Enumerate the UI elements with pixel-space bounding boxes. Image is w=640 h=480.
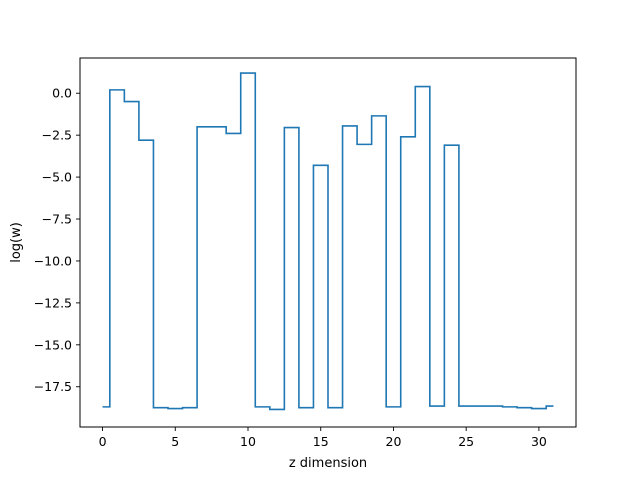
- y-tick-label: −7.5: [42, 212, 72, 227]
- y-tick-label: −15.0: [34, 337, 72, 352]
- x-tick-label: 25: [458, 434, 474, 449]
- x-axis: 0 5 10 15 20 25 30: [99, 427, 547, 449]
- y-tick-label: −12.5: [34, 295, 72, 310]
- x-tick-label: 10: [240, 434, 256, 449]
- plot-area: [102, 72, 554, 411]
- y-tick-label: 0.0: [52, 86, 72, 101]
- axes-frame: [79, 57, 577, 428]
- y-axis-label: log(w): [9, 222, 24, 263]
- x-tick-label: 20: [386, 434, 402, 449]
- x-tick-label: 5: [171, 434, 179, 449]
- y-tick-label: −10.0: [34, 253, 72, 268]
- series-line-0: [102, 72, 554, 411]
- x-tick-label: 15: [313, 434, 329, 449]
- x-axis-label: z dimension: [289, 456, 367, 471]
- y-axis: 0.0 −2.5 −5.0 −7.5 −10.0 −12.5 −15.0 −17.5: [34, 86, 80, 394]
- y-tick-label: −17.5: [34, 379, 72, 394]
- y-tick-label: −5.0: [42, 170, 72, 185]
- x-tick-label: 0: [99, 434, 107, 449]
- y-tick-label: −2.5: [42, 128, 72, 143]
- x-tick-label: 30: [531, 434, 547, 449]
